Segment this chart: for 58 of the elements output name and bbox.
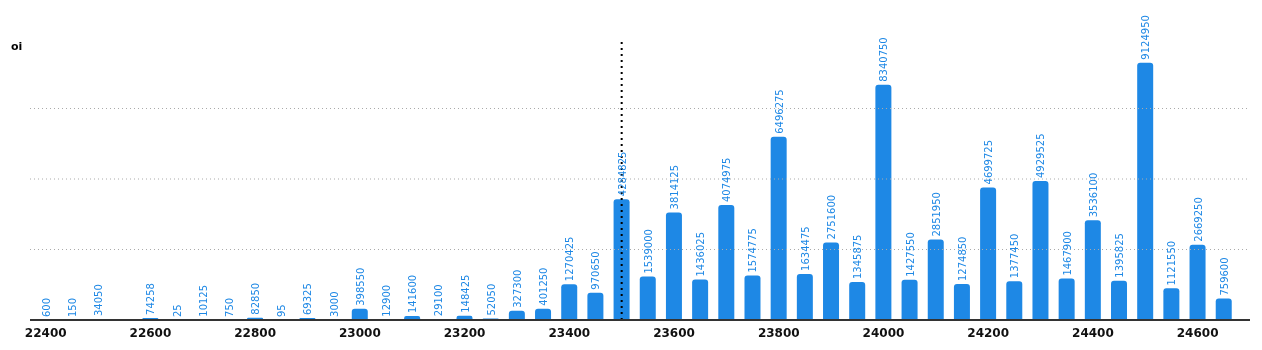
y-axis-title: oi xyxy=(11,40,23,53)
data-label: 750 xyxy=(223,297,235,317)
x-tick-label: 23600 xyxy=(653,325,695,340)
data-label: 29100 xyxy=(433,284,445,317)
data-label: 1345875 xyxy=(852,234,864,280)
data-label: 1395825 xyxy=(1114,233,1126,278)
data-label: 1427550 xyxy=(904,232,916,277)
data-label: 1467900 xyxy=(1061,231,1073,276)
data-label: 25 xyxy=(171,304,183,317)
x-tick-label: 23200 xyxy=(443,325,486,340)
data-label: 1377450 xyxy=(1009,233,1021,279)
data-label: 2851950 xyxy=(930,192,942,237)
data-label: 327300 xyxy=(511,269,523,308)
data-label: 9124950 xyxy=(1140,15,1152,60)
data-label: 3000 xyxy=(328,291,340,317)
data-label: 52050 xyxy=(485,283,497,316)
data-label: 970650 xyxy=(590,251,602,290)
x-tick-label: 23800 xyxy=(757,325,800,340)
data-label: 3814125 xyxy=(668,164,680,210)
x-tick-label: 23000 xyxy=(339,325,381,340)
x-tick-label: 24400 xyxy=(1072,325,1114,340)
data-label: 1634475 xyxy=(799,226,811,271)
data-label: 4699725 xyxy=(983,139,995,185)
data-label: 1270425 xyxy=(564,236,576,282)
data-label: 141600 xyxy=(407,274,419,314)
data-label: 4284825 xyxy=(616,151,628,197)
data-label: 34050 xyxy=(92,284,104,317)
data-label: 1436025 xyxy=(695,231,707,277)
data-label: 1274850 xyxy=(956,236,968,282)
data-label: 759600 xyxy=(1218,257,1230,296)
data-label: 74258 xyxy=(145,283,157,315)
data-label: 82850 xyxy=(250,282,262,315)
data-label: 2751600 xyxy=(826,194,838,240)
x-tick-label: 22800 xyxy=(234,325,277,340)
x-tick-label: 23400 xyxy=(548,325,591,340)
data-label: 3536100 xyxy=(1087,172,1099,218)
data-label: 2669250 xyxy=(1192,197,1204,242)
x-tick-label: 24000 xyxy=(862,325,905,340)
data-label: 150 xyxy=(66,297,78,317)
data-label: 148425 xyxy=(459,274,471,313)
data-label: 1574775 xyxy=(747,228,759,273)
data-label: 4929525 xyxy=(1035,133,1047,178)
data-label: 69325 xyxy=(302,283,314,316)
data-label: 4074975 xyxy=(721,157,733,203)
data-label: 6496275 xyxy=(773,89,785,134)
data-label: 401250 xyxy=(538,267,550,306)
x-tick-label: 22600 xyxy=(129,325,172,340)
data-label: 1121550 xyxy=(1166,240,1178,286)
data-label: 1539000 xyxy=(642,229,654,274)
x-tick-label: 24200 xyxy=(967,325,1010,340)
data-label: 398550 xyxy=(354,267,366,306)
data-label: 600 xyxy=(40,297,52,317)
data-label: 12900 xyxy=(380,284,392,317)
x-tick-label: 22400 xyxy=(24,325,67,340)
data-label: 95 xyxy=(276,304,288,317)
data-label: 8340750 xyxy=(878,37,890,82)
x-tick-label: 24600 xyxy=(1176,325,1219,340)
data-label: 10125 xyxy=(197,284,209,317)
